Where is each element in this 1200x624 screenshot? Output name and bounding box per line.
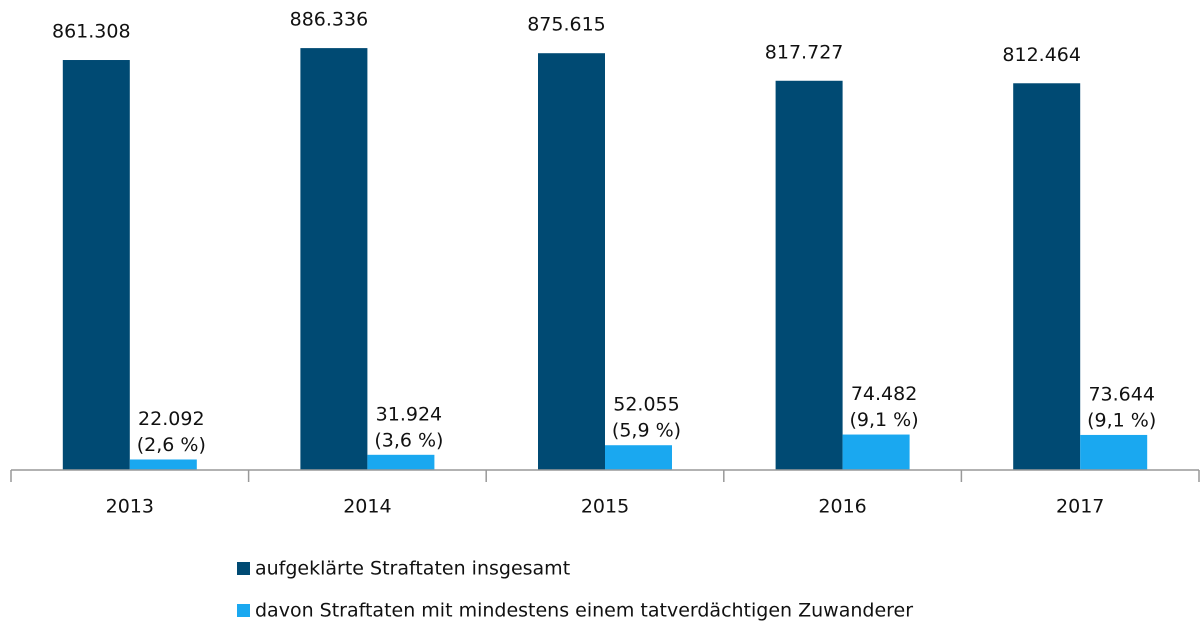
legend-label: aufgeklärte Straftaten insgesamt — [255, 558, 570, 580]
value-label: 817.727 — [765, 41, 844, 63]
legend-label: davon Straftaten mit mindestens einem ta… — [255, 600, 913, 622]
value-label: 52.055 — [613, 394, 679, 416]
legend-swatch — [237, 562, 250, 575]
value-label: 875.615 — [527, 14, 606, 36]
value-label: (9,1 %) — [850, 409, 919, 431]
bar — [842, 434, 910, 470]
bar — [605, 445, 672, 470]
bar — [300, 48, 368, 470]
x-tick-label: 2017 — [1056, 496, 1104, 518]
value-label: 31.924 — [376, 403, 442, 425]
x-tick-label: 2015 — [581, 496, 629, 518]
value-label: 74.482 — [851, 383, 917, 405]
bar — [1080, 434, 1148, 470]
value-label: (3,6 %) — [374, 429, 443, 451]
bar — [538, 53, 605, 470]
bar — [775, 80, 843, 470]
bar — [62, 60, 130, 470]
legend-swatch — [237, 604, 250, 617]
x-tick-label: 2016 — [818, 496, 866, 518]
value-label: (9,1 %) — [1087, 409, 1156, 431]
value-label: 22.092 — [138, 408, 204, 430]
value-label: 812.464 — [1002, 44, 1081, 66]
bar — [129, 459, 197, 470]
value-label: 861.308 — [52, 21, 131, 43]
value-label: (2,6 %) — [137, 434, 206, 456]
x-tick-label: 2014 — [343, 496, 391, 518]
value-label: 73.644 — [1088, 383, 1154, 405]
bar — [367, 454, 435, 470]
x-tick-label: 2013 — [106, 496, 154, 518]
value-label: 886.336 — [290, 9, 369, 31]
bar — [1013, 83, 1081, 470]
value-label: (5,9 %) — [612, 420, 681, 442]
